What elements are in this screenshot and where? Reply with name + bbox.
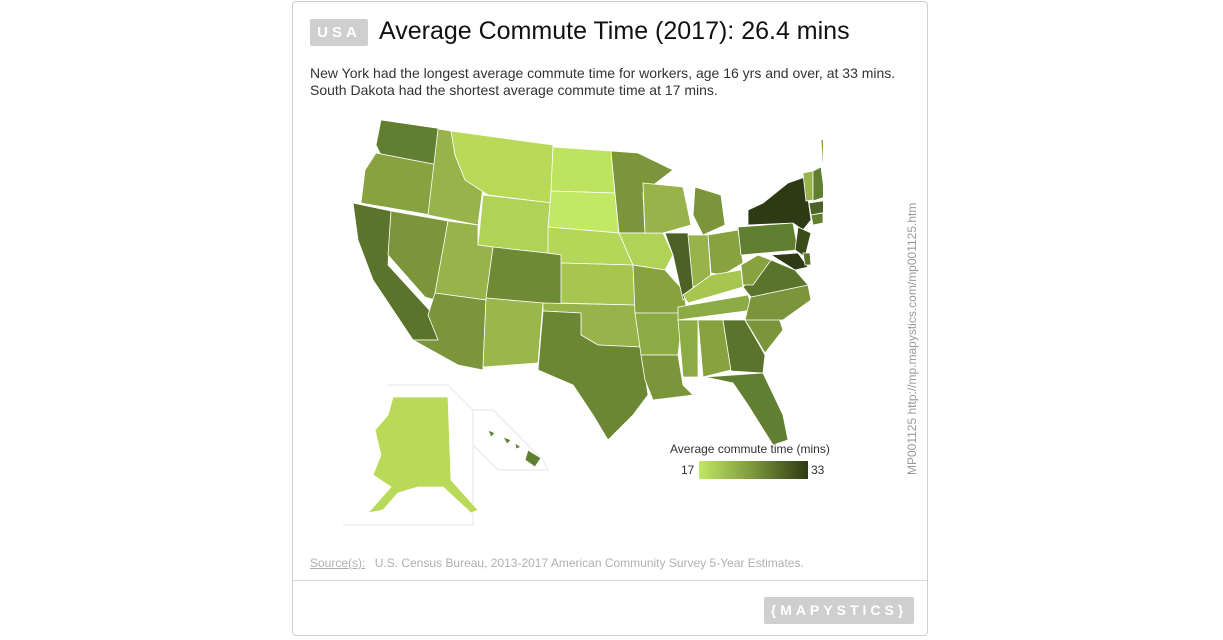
- legend-max-label: 33: [811, 463, 825, 477]
- state-louisiana[interactable]: [640, 354, 694, 401]
- legend-color-scale: [699, 461, 808, 479]
- state-wyoming[interactable]: [477, 194, 554, 256]
- state-new-york[interactable]: [747, 176, 812, 231]
- state-alaska[interactable]: [366, 396, 479, 514]
- state-colorado[interactable]: [485, 246, 566, 306]
- state-ohio[interactable]: [707, 229, 744, 276]
- state-wisconsin[interactable]: [642, 182, 692, 234]
- state-nevada[interactable]: [387, 210, 449, 301]
- source-link[interactable]: Source(s):: [310, 556, 366, 570]
- state-montana[interactable]: [450, 130, 554, 204]
- vertical-map-reference: MP001125 http://mp.mapystics.com/mp00112…: [905, 175, 919, 475]
- hawaii-inset-frame: [472, 409, 549, 471]
- state-hawaii[interactable]: [487, 429, 542, 468]
- state-north-dakota[interactable]: [550, 146, 616, 194]
- state-pennsylvania[interactable]: [737, 222, 799, 256]
- state-mississippi[interactable]: [677, 319, 699, 378]
- legend-title: Average commute time (mins): [670, 442, 830, 456]
- state-kansas[interactable]: [560, 262, 636, 306]
- country-badge: USA: [310, 19, 368, 46]
- state-michigan[interactable]: [692, 186, 726, 236]
- state-new-mexico[interactable]: [482, 297, 544, 368]
- state-new-hampshire[interactable]: [812, 166, 823, 202]
- description-line-2: South Dakota had the shortest average co…: [310, 82, 718, 98]
- state-maine[interactable]: [820, 135, 823, 185]
- state-delaware[interactable]: [802, 252, 812, 266]
- us-choropleth-map: [343, 119, 823, 526]
- state-new-jersey[interactable]: [794, 226, 812, 258]
- state-maryland[interactable]: [769, 252, 809, 271]
- state-arkansas[interactable]: [634, 312, 684, 356]
- state-west-virginia[interactable]: [740, 254, 772, 286]
- source-text: U.S. Census Bureau, 2013-2017 American C…: [374, 556, 804, 570]
- state-texas[interactable]: [537, 310, 649, 441]
- mapystics-logo[interactable]: {MAPYSTICS}: [764, 597, 914, 624]
- map-card: USA Average Commute Time (2017): 26.4 mi…: [292, 1, 928, 636]
- state-florida[interactable]: [704, 372, 789, 446]
- description-line-1: New York had the longest average commute…: [310, 65, 896, 81]
- source-attribution: Source(s): U.S. Census Bureau, 2013-2017…: [310, 556, 804, 570]
- state-missouri[interactable]: [632, 264, 689, 316]
- state-georgia[interactable]: [722, 319, 766, 374]
- map-reference-text: MP001125 http://mp.mapystics.com/mp00112…: [905, 202, 919, 475]
- state-south-dakota[interactable]: [547, 190, 620, 234]
- state-oregon[interactable]: [360, 152, 439, 216]
- footer-divider: [293, 580, 927, 581]
- state-massachusetts[interactable]: [808, 200, 823, 216]
- page-title: Average Commute Time (2017): 26.4 mins: [379, 17, 850, 45]
- legend-min-label: 17: [681, 463, 695, 477]
- map-description: New York had the longest average commute…: [310, 65, 925, 99]
